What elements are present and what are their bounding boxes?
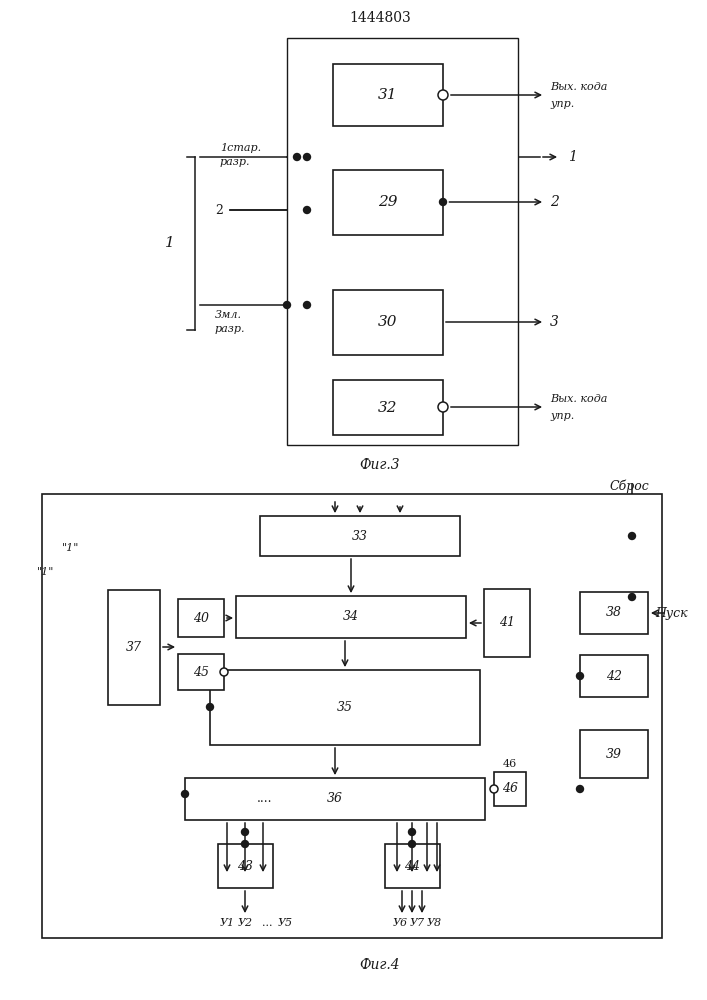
Text: 46: 46 xyxy=(503,759,517,769)
Text: 42: 42 xyxy=(606,670,622,682)
Circle shape xyxy=(576,786,583,792)
Text: 40: 40 xyxy=(193,611,209,624)
Text: Фиг.3: Фиг.3 xyxy=(360,458,400,472)
Text: Выx. кода: Выx. кода xyxy=(550,82,607,92)
Text: 31: 31 xyxy=(378,88,398,102)
Bar xyxy=(494,772,526,806)
Circle shape xyxy=(182,790,189,798)
Bar xyxy=(333,380,443,435)
Text: 29: 29 xyxy=(378,196,398,210)
Text: 1стар.: 1стар. xyxy=(220,143,261,153)
Text: упр.: упр. xyxy=(550,411,574,421)
Circle shape xyxy=(438,402,448,412)
Circle shape xyxy=(409,828,416,836)
Text: разр.: разр. xyxy=(220,157,250,167)
Bar xyxy=(42,494,662,938)
Text: 46: 46 xyxy=(502,782,518,796)
Text: 3мл.: 3мл. xyxy=(215,310,242,320)
Text: ...: ... xyxy=(262,918,272,928)
Bar xyxy=(108,590,160,705)
Circle shape xyxy=(440,198,447,206)
Circle shape xyxy=(576,672,583,680)
Text: 39: 39 xyxy=(606,748,622,760)
Text: 1444803: 1444803 xyxy=(349,11,411,25)
Bar xyxy=(260,516,460,556)
Bar xyxy=(333,64,443,126)
Text: 36: 36 xyxy=(327,792,343,806)
Circle shape xyxy=(629,593,636,600)
Text: "1": "1" xyxy=(37,567,54,577)
Text: 30: 30 xyxy=(378,316,398,330)
Text: У1: У1 xyxy=(219,918,235,928)
Text: 2: 2 xyxy=(215,204,223,217)
Bar xyxy=(333,290,443,355)
Text: 44: 44 xyxy=(404,859,421,872)
Text: 43: 43 xyxy=(238,859,254,872)
Bar xyxy=(178,654,224,690)
Circle shape xyxy=(303,207,310,214)
Text: 1: 1 xyxy=(568,150,577,164)
Circle shape xyxy=(303,302,310,308)
Circle shape xyxy=(438,90,448,100)
Circle shape xyxy=(220,668,228,676)
Circle shape xyxy=(284,302,291,308)
Bar xyxy=(178,599,224,637)
Text: 41: 41 xyxy=(499,616,515,630)
Text: 37: 37 xyxy=(126,641,142,654)
Text: 2: 2 xyxy=(550,195,559,209)
Circle shape xyxy=(206,704,214,710)
Bar xyxy=(580,592,648,634)
Text: Фиг.4: Фиг.4 xyxy=(360,958,400,972)
Bar xyxy=(185,778,485,820)
Circle shape xyxy=(490,785,498,793)
Bar xyxy=(484,589,530,657)
Text: 34: 34 xyxy=(343,610,359,624)
Text: У6: У6 xyxy=(392,918,407,928)
Text: упр.: упр. xyxy=(550,99,574,109)
Circle shape xyxy=(293,153,300,160)
Bar xyxy=(210,670,480,745)
Text: Пуск: Пуск xyxy=(655,606,688,619)
Text: У2: У2 xyxy=(238,918,252,928)
Bar xyxy=(580,730,648,778)
Text: разр.: разр. xyxy=(215,324,245,334)
Text: 33: 33 xyxy=(352,530,368,542)
Text: Выx. кода: Выx. кода xyxy=(550,394,607,404)
Text: 38: 38 xyxy=(606,606,622,619)
Text: 45: 45 xyxy=(193,666,209,678)
Bar xyxy=(218,844,273,888)
Bar xyxy=(287,38,518,445)
Text: "1": "1" xyxy=(62,543,79,553)
Bar xyxy=(385,844,440,888)
Text: 32: 32 xyxy=(378,400,398,414)
Circle shape xyxy=(303,153,310,160)
Text: У8: У8 xyxy=(426,918,442,928)
Bar xyxy=(236,596,466,638)
Text: 1: 1 xyxy=(165,236,175,250)
Text: У5: У5 xyxy=(277,918,293,928)
Bar xyxy=(580,655,648,697)
Text: 3: 3 xyxy=(550,315,559,329)
Circle shape xyxy=(409,840,416,848)
Circle shape xyxy=(629,532,636,540)
Text: Сброс: Сброс xyxy=(610,479,650,493)
Circle shape xyxy=(242,840,248,848)
Bar xyxy=(333,170,443,235)
Text: У7: У7 xyxy=(409,918,425,928)
Text: ....: .... xyxy=(257,792,273,806)
Text: 35: 35 xyxy=(337,701,353,714)
Circle shape xyxy=(242,828,248,836)
